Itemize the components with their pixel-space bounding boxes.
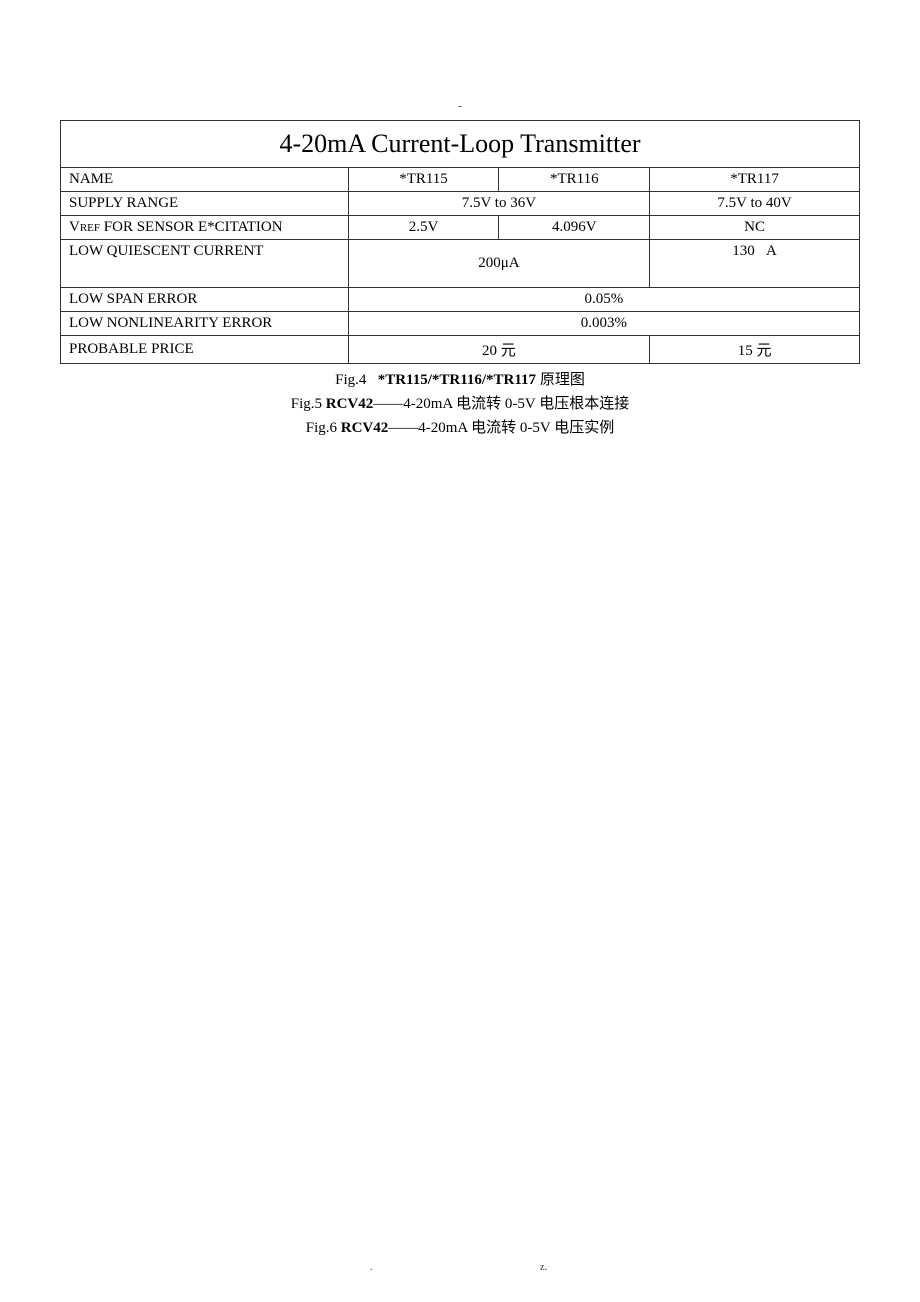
table-row: NAME *TR115 *TR116 *TR117 bbox=[61, 168, 860, 192]
row-label-price: PROBABLE PRICE bbox=[61, 336, 349, 364]
table-row: SUPPLY RANGE 7.5V to 36V 7.5V to 40V bbox=[61, 192, 860, 216]
footer-right: z. bbox=[540, 1262, 547, 1273]
table-row: VREF FOR SENSOR E*CITATION 2.5V 4.096V N… bbox=[61, 216, 860, 240]
cell-name-tr115: *TR115 bbox=[348, 168, 499, 192]
cell-quiescent-tr115-116: 200μA bbox=[348, 240, 650, 288]
cell-vref-tr115: 2.5V bbox=[348, 216, 499, 240]
cell-quiescent-tr117: 130 A bbox=[650, 240, 860, 288]
row-label-supply: SUPPLY RANGE bbox=[61, 192, 349, 216]
cell-price-tr117: 15 元 bbox=[650, 336, 860, 364]
cell-price-tr115-116: 20 元 bbox=[348, 336, 650, 364]
figure-captions: Fig.4 *TR115/*TR116/*TR117 原理图 Fig.5 RCV… bbox=[60, 368, 860, 437]
cell-supply-tr117: 7.5V to 40V bbox=[650, 192, 860, 216]
top-marker: - bbox=[60, 100, 860, 112]
cell-name-tr117: *TR117 bbox=[650, 168, 860, 192]
row-label-vref: VREF FOR SENSOR E*CITATION bbox=[61, 216, 349, 240]
table-row: PROBABLE PRICE 20 元 15 元 bbox=[61, 336, 860, 364]
cell-vref-tr116: 4.096V bbox=[499, 216, 650, 240]
footer-left: . bbox=[370, 1262, 373, 1273]
table-row: LOW NONLINEARITY ERROR 0.003% bbox=[61, 312, 860, 336]
row-label-span: LOW SPAN ERROR bbox=[61, 288, 349, 312]
table-row: LOW QUIESCENT CURRENT 200μA 130 A bbox=[61, 240, 860, 288]
caption-fig4: Fig.4 *TR115/*TR116/*TR117 原理图 bbox=[60, 368, 860, 389]
table-title: 4-20mA Current-Loop Transmitter bbox=[61, 121, 860, 168]
cell-supply-tr115-116: 7.5V to 36V bbox=[348, 192, 650, 216]
cell-span-all: 0.05% bbox=[348, 288, 859, 312]
row-label-quiescent: LOW QUIESCENT CURRENT bbox=[61, 240, 349, 288]
row-label-name: NAME bbox=[61, 168, 349, 192]
caption-fig6: Fig.6 RCV42——4-20mA 电流转 0-5V 电压实例 bbox=[60, 416, 860, 437]
row-label-nonlin: LOW NONLINEARITY ERROR bbox=[61, 312, 349, 336]
cell-nonlin-all: 0.003% bbox=[348, 312, 859, 336]
table-row: LOW SPAN ERROR 0.05% bbox=[61, 288, 860, 312]
cell-name-tr116: *TR116 bbox=[499, 168, 650, 192]
cell-vref-tr117: NC bbox=[650, 216, 860, 240]
spec-table: 4-20mA Current-Loop Transmitter NAME *TR… bbox=[60, 120, 860, 364]
caption-fig5: Fig.5 RCV42——4-20mA 电流转 0-5V 电压根本连接 bbox=[60, 392, 860, 413]
